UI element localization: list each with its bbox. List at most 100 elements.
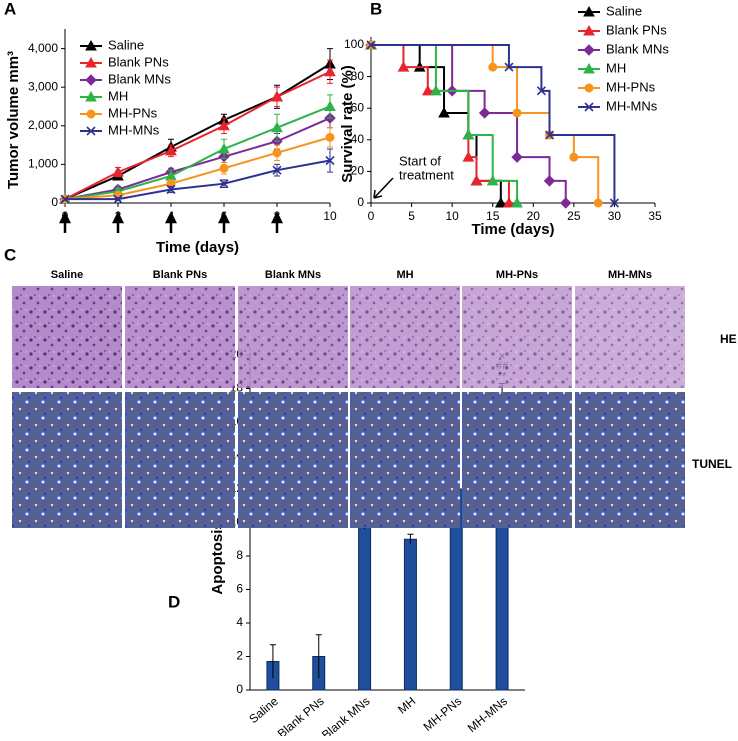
- y-tick-label: 80: [351, 69, 365, 83]
- tunel-image: [238, 392, 348, 528]
- marker: [504, 62, 514, 72]
- treatment-arrow: [217, 211, 231, 233]
- marker: [543, 175, 556, 187]
- marker: [512, 108, 522, 118]
- marker: [593, 198, 603, 208]
- legend-label: Saline: [606, 3, 642, 18]
- marker: [486, 174, 499, 186]
- x-tick-label: 15: [486, 209, 500, 223]
- marker: [544, 130, 555, 140]
- series-line: [64, 136, 331, 201]
- y-tick-label: 4: [236, 615, 243, 629]
- marker: [583, 44, 595, 56]
- x-tick-label: 30: [608, 209, 622, 223]
- marker: [86, 126, 96, 136]
- marker: [583, 5, 595, 17]
- legend-label: MH: [108, 88, 128, 103]
- legend-label: MH-PNs: [606, 79, 656, 94]
- marker: [494, 196, 507, 208]
- marker: [511, 196, 523, 208]
- marker: [511, 151, 523, 163]
- treatment-arrow: [270, 211, 284, 233]
- y-tick-label: 0: [357, 195, 364, 209]
- he-image: [575, 286, 685, 388]
- marker: [462, 151, 475, 162]
- annotation: treatment: [399, 167, 454, 182]
- legend-label: Blank PNs: [108, 54, 169, 69]
- marker: [430, 84, 442, 96]
- y-tick-label: 3,000: [28, 79, 58, 93]
- legend-label: MH-PNs: [108, 105, 158, 120]
- legend-label: MH: [606, 60, 626, 75]
- treatment-arrow: [164, 211, 178, 233]
- tunel-image: [462, 392, 572, 528]
- marker: [324, 65, 336, 77]
- marker: [478, 107, 491, 119]
- tunel-image: [575, 392, 685, 528]
- series-line: [64, 63, 331, 201]
- marker: [584, 102, 594, 112]
- marker: [503, 196, 515, 208]
- tunel-image: [350, 392, 460, 528]
- annotation-arrow: [373, 177, 394, 199]
- y-axis-label: Survival rate (%): [339, 65, 356, 183]
- marker: [569, 152, 579, 162]
- marker: [397, 61, 410, 72]
- column-label: Blank PNs: [153, 269, 207, 281]
- series-line: [64, 70, 331, 201]
- error-bar: [407, 533, 414, 545]
- tunel-image: [12, 392, 122, 528]
- treatment-arrow: [111, 211, 125, 233]
- marker: [583, 24, 595, 36]
- series-line: [64, 117, 331, 201]
- legend-label: MH-MNs: [108, 122, 160, 137]
- x-tick-label: 35: [648, 209, 662, 223]
- x-tick-label: 10: [323, 209, 337, 223]
- marker: [583, 62, 595, 74]
- row-label: TUNEL: [692, 457, 732, 471]
- treatment-arrow: [58, 211, 72, 233]
- error-bar: [269, 644, 276, 679]
- error-bar: [315, 634, 322, 679]
- legend-label: Blank PNs: [606, 22, 667, 37]
- legend-label: Blank MNs: [606, 41, 669, 56]
- panel-label: B: [370, 0, 382, 18]
- marker: [165, 144, 177, 156]
- marker: [166, 184, 176, 195]
- marker: [218, 119, 230, 131]
- marker: [85, 56, 97, 68]
- marker: [85, 39, 97, 51]
- x-tick-label: Saline: [246, 694, 281, 726]
- y-tick-label: 2: [236, 649, 243, 663]
- y-tick-label: 8: [236, 548, 243, 562]
- column-label: Saline: [51, 269, 83, 281]
- marker: [462, 129, 475, 140]
- marker: [272, 148, 282, 158]
- row-label: HE: [720, 332, 737, 346]
- y-tick-label: 20: [351, 164, 365, 178]
- bar: [403, 538, 417, 691]
- x-tick-label: MH: [395, 694, 418, 717]
- marker: [324, 100, 336, 111]
- column-label: MH: [396, 269, 413, 281]
- x-tick-label: MH-MNs: [465, 694, 510, 735]
- legend-label: Blank MNs: [108, 71, 171, 86]
- y-tick-label: 100: [344, 37, 364, 51]
- panel-label: A: [4, 0, 16, 18]
- he-image: [350, 286, 460, 388]
- x-tick-label: 10: [445, 209, 459, 223]
- marker: [438, 106, 450, 118]
- y-tick-label: 0: [236, 682, 243, 696]
- he-image: [462, 286, 572, 388]
- marker: [272, 165, 282, 175]
- marker: [609, 198, 619, 208]
- x-tick-label: 5: [408, 209, 415, 223]
- x-tick-label: 0: [368, 209, 375, 223]
- marker: [421, 84, 434, 96]
- marker: [325, 132, 335, 142]
- he-image: [12, 286, 122, 388]
- marker: [85, 74, 97, 86]
- bar: [358, 522, 372, 691]
- x-tick-label: 25: [567, 209, 581, 223]
- marker: [86, 109, 96, 119]
